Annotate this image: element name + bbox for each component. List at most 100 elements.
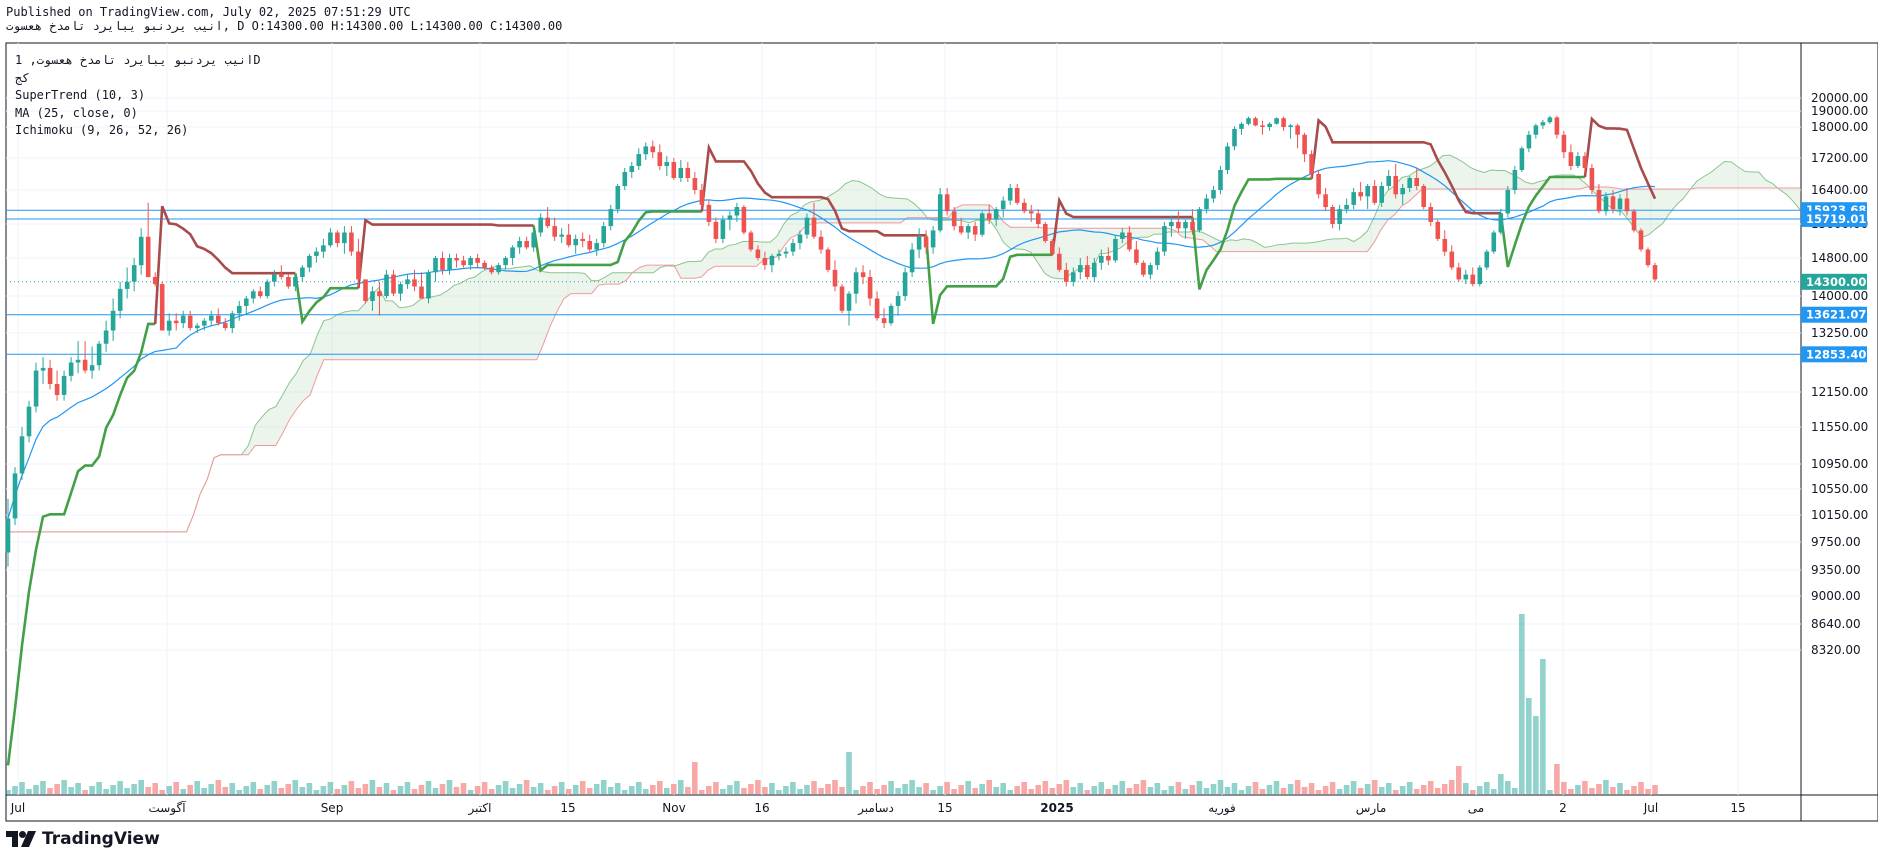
volume-bar xyxy=(951,789,957,794)
volume-bar xyxy=(916,787,922,794)
volume-bar xyxy=(586,788,593,794)
legend-ma[interactable]: MA (25, close, 0) xyxy=(15,105,138,120)
volume-bar xyxy=(1287,784,1294,794)
tradingview-logo[interactable]: TradingView xyxy=(6,829,160,849)
volume-bar xyxy=(1385,783,1392,794)
volume-bar xyxy=(1189,785,1196,794)
candle-body xyxy=(790,243,796,252)
volume-bar xyxy=(664,788,670,794)
candle-body xyxy=(986,213,992,220)
volume-bar xyxy=(1042,781,1049,794)
candle-body xyxy=(1295,125,1300,135)
volume-bar xyxy=(1210,784,1217,794)
volume-bar xyxy=(1420,785,1427,794)
candle-body xyxy=(678,168,684,178)
volume-bar xyxy=(299,787,306,794)
volume-bar xyxy=(243,786,250,794)
volume-bar xyxy=(89,786,95,794)
volume-bar xyxy=(1645,789,1651,794)
volume-bar xyxy=(650,785,656,794)
candle-body xyxy=(769,255,775,266)
supertrend-segment xyxy=(700,143,927,237)
candle-body xyxy=(1078,265,1083,273)
candle-body xyxy=(1204,198,1209,210)
candle-body xyxy=(1148,265,1153,275)
price-tick-label: 8640.00 xyxy=(1811,617,1861,631)
candle-body xyxy=(923,236,929,248)
price-tick-label: 14000.00 xyxy=(1811,289,1868,303)
candle-body xyxy=(19,436,25,474)
volume-bar xyxy=(1378,787,1385,794)
candle-body xyxy=(1000,200,1006,210)
candle-body xyxy=(496,265,501,273)
candle-body xyxy=(1260,125,1265,127)
price-tick-label: 17200.00 xyxy=(1811,151,1868,165)
supertrend-segment xyxy=(357,217,534,289)
volume-bar xyxy=(313,790,320,794)
ichimoku-span-b xyxy=(8,186,1800,533)
candle-body xyxy=(440,258,445,270)
volume-bar xyxy=(1463,783,1469,794)
ichimoku-span-a xyxy=(8,154,1801,533)
volume-bar xyxy=(82,790,88,794)
time-tick-label: دسامبر xyxy=(857,801,894,816)
volume-bar xyxy=(509,788,516,794)
candle-body xyxy=(1456,267,1462,280)
price-tick-label: 18000.00 xyxy=(1811,120,1868,134)
candle-body xyxy=(447,258,452,270)
volume-bar xyxy=(1315,790,1322,794)
candle-body xyxy=(1638,230,1644,250)
volume-bar xyxy=(1028,789,1034,794)
volume-bar xyxy=(1533,716,1539,794)
candle-body xyxy=(741,207,747,233)
candle-body xyxy=(1302,134,1307,155)
candle-body xyxy=(664,162,670,166)
candle-body xyxy=(1330,207,1335,224)
volume-bar xyxy=(159,790,165,794)
candle-body xyxy=(622,172,628,186)
candle-body xyxy=(538,217,543,233)
candle-body xyxy=(1190,221,1195,231)
volume-bar xyxy=(853,790,859,794)
candle-body xyxy=(608,209,614,227)
time-tick-label: Jul xyxy=(1643,801,1658,815)
candle-body xyxy=(993,209,999,220)
volume-bar xyxy=(481,782,488,794)
volume-bar xyxy=(1294,780,1301,794)
volume-bar xyxy=(488,789,495,794)
volume-bar xyxy=(1434,788,1441,794)
volume-bar xyxy=(839,787,845,794)
level-badge-bg xyxy=(1801,210,1867,227)
candle-body xyxy=(363,279,368,301)
legend-ichimoku[interactable]: Ichimoku (9, 26, 52, 26) xyxy=(15,123,189,137)
price-tick-label: 19000.00 xyxy=(1811,104,1868,118)
volume-bar xyxy=(1175,782,1182,794)
volume-bar xyxy=(292,780,299,794)
volume-bar xyxy=(1617,783,1623,794)
volume-bar xyxy=(117,781,123,794)
candle-body xyxy=(720,219,726,239)
legend-supertrend[interactable]: SuperTrend (10, 3) xyxy=(15,88,146,102)
volume-bar xyxy=(1491,789,1497,794)
volume-bar xyxy=(236,790,243,794)
volume-bar xyxy=(692,762,698,794)
candle-body xyxy=(419,286,424,299)
candle-body xyxy=(1596,190,1602,212)
candle-body xyxy=(1057,253,1062,270)
candle-body xyxy=(489,267,494,273)
volume-bar xyxy=(173,782,179,794)
price-tick-label: 9000.00 xyxy=(1811,589,1861,603)
candle-body xyxy=(314,251,319,256)
level-badge: 12853.40 xyxy=(1806,347,1866,361)
volume-bar xyxy=(404,782,411,794)
volume-bar xyxy=(1554,764,1560,794)
volume-bar xyxy=(1441,784,1448,794)
candle-body xyxy=(258,291,263,297)
candle-body xyxy=(685,168,691,178)
chart-frame xyxy=(5,42,1878,822)
volume-bar xyxy=(348,781,355,794)
candle-body xyxy=(61,375,67,395)
volume-bar xyxy=(33,785,39,794)
